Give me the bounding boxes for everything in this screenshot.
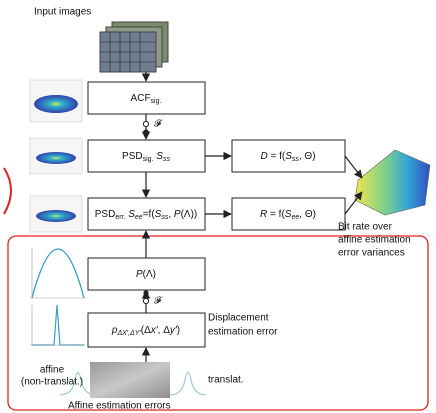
input-images (100, 22, 168, 72)
psd-err-block-part: =f( (143, 209, 156, 220)
affine-label: (non-translat.) (21, 377, 83, 388)
input-label: Input images (34, 7, 91, 18)
p-block-part: ) (177, 325, 180, 336)
p-block-part: , Δ (158, 325, 171, 336)
bit-rate-caption: error variances (338, 248, 405, 259)
diagram: Input imagesACFsig.𝓕PSDsig. SssD = f(Sss… (0, 0, 436, 413)
fourier-symbol: 𝓕 (154, 296, 163, 307)
bottom-caption: Affine estimation errors (68, 401, 171, 412)
psd-sig-block-part: S (154, 151, 164, 162)
affine-label: affine (40, 365, 65, 376)
r-block: R = f(See, Θ) (260, 209, 316, 222)
d-block: D = f(Sss, Θ) (260, 151, 315, 164)
r-block-part: , Θ) (299, 209, 316, 220)
red-arc (4, 168, 11, 214)
displacement-caption: Displacement (208, 313, 269, 324)
acf-block-part: sig. (151, 98, 162, 105)
psd-err-block: PSDerr. See=f(Sss, P(Λ)) (95, 209, 197, 222)
psd-sig-block-part: ss (163, 156, 171, 163)
psd-err-block-part: (Λ)) (181, 209, 198, 220)
r-block-part: ee (291, 214, 299, 221)
p-block-part: (Δ (141, 325, 151, 336)
r-block-part: = f( (267, 209, 285, 220)
bit-rate-caption: affine estimation (338, 235, 411, 246)
psd-err-block-part: S (125, 209, 135, 220)
p-block-part: ΔX′,ΔY′ (116, 330, 141, 337)
psd-err-block-part: ee (135, 214, 143, 221)
translat-label: translat. (208, 375, 244, 386)
r-block-part: R (260, 209, 267, 220)
displacement-caption: estimation error (208, 327, 278, 338)
d-block-part: D (260, 151, 267, 162)
psd-err-block-part: PSD (95, 209, 116, 220)
fourier-symbol: 𝓕 (154, 119, 163, 130)
p-lambda-block: P(Λ) (136, 269, 156, 280)
bit-rate-caption: Bit rate over (338, 222, 393, 233)
psd-sig-block-part: sig. (143, 156, 154, 163)
psd-sig-block-part: PSD (122, 151, 143, 162)
d-block-part: , Θ) (299, 151, 316, 162)
p-lambda-block-part: (Λ) (143, 269, 156, 280)
d-block-part: = f( (268, 151, 286, 162)
acf-block-part: ACF (131, 93, 151, 104)
psd-err-block-part: err. (115, 214, 125, 221)
